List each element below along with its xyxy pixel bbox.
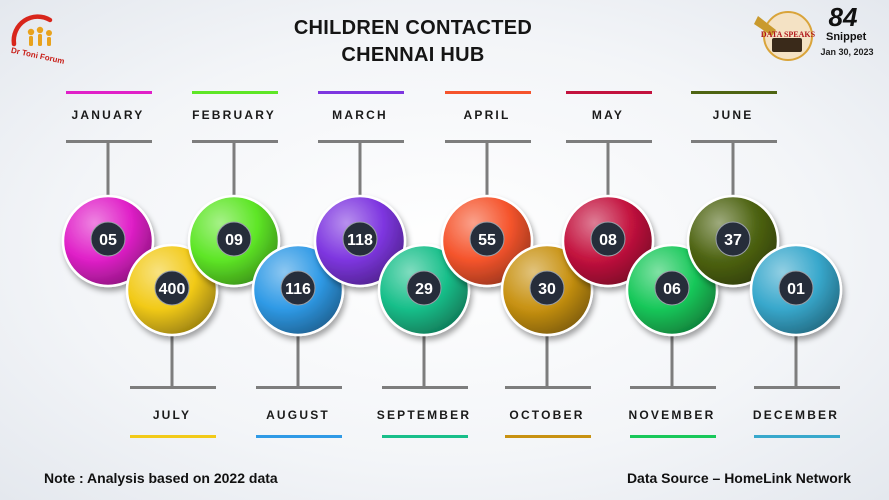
connector-stem-april [485,140,489,200]
connector-stem-march [358,140,362,200]
month-label-april: APRIL [464,108,511,122]
footer-source: Data Source – HomeLink Network [626,470,851,486]
month-label-september: SEPTEMBER [377,408,471,422]
bubble-may: 08 [561,194,655,288]
value-badge-january [90,221,126,257]
colorbar-may [566,91,652,94]
value-label-may: 08 [599,232,617,249]
bubble-march: 118 [313,194,407,288]
value-badge-march [342,221,378,257]
value-label-september: 29 [415,281,433,298]
connector-bar-july [130,386,216,389]
value-badge-december [778,270,814,306]
value-label-february: 09 [225,232,243,249]
connector-stem-may [606,140,610,200]
bubble-october: 30 [500,243,594,337]
month-label-july: JULY [153,408,191,422]
bubble-june: 37 [686,194,780,288]
connector-bar-september [382,386,468,389]
connector-stem-december [794,330,798,388]
value-label-january: 05 [99,232,117,249]
month-label-january: JANUARY [72,108,145,122]
colorbar-june [691,91,777,94]
value-label-november: 06 [663,281,681,298]
value-label-august: 116 [285,281,311,298]
logo-right-text: DATA SPEAKS [761,30,816,39]
month-label-june: JUNE [713,108,754,122]
value-badge-october [529,270,565,306]
colorbar-november [630,435,716,438]
colorbar-april [445,91,531,94]
connector-bar-august [256,386,342,389]
data-speaks-logo: DATA SPEAKS [754,11,816,61]
colorbar-january [66,91,152,94]
value-label-july: 400 [159,281,186,298]
connector-stem-august [296,330,300,388]
connector-bar-december [754,386,840,389]
connector-stem-january [106,140,110,200]
value-badge-april [469,221,505,257]
connector-stem-february [232,140,236,200]
connector-stem-november [670,330,674,388]
value-badge-september [406,270,442,306]
colorbar-july [130,435,216,438]
connector-bar-october [505,386,591,389]
snippet-date: Jan 30, 2023 [820,47,874,57]
bubble-february: 09 [187,194,281,288]
connector-stem-june [731,140,735,200]
snippet-number: 84 [828,2,858,32]
bubble-november: 06 [625,243,719,337]
colorbar-december [754,435,840,438]
snippet-label: Snippet [826,31,867,43]
month-label-august: AUGUST [266,408,330,422]
chart-title-line1: CHILDREN CONTACTED [293,17,533,39]
month-label-march: MARCH [332,108,388,122]
month-label-may: MAY [592,108,624,122]
bubble-january: 05 [61,194,155,288]
value-label-june: 37 [724,232,742,249]
month-label-october: OCTOBER [509,408,584,422]
colorbar-october [505,435,591,438]
month-label-february: FEBRUARY [192,108,276,122]
value-badge-july [154,270,190,306]
connector-stem-september [422,330,426,388]
bubble-september: 29 [377,243,471,337]
colorbar-february [192,91,278,94]
value-badge-november [654,270,690,306]
value-label-march: 118 [347,232,373,249]
value-label-april: 55 [478,232,496,249]
value-badge-june [715,221,751,257]
bubble-july: 400 [125,243,219,337]
bubble-december: 01 [749,243,843,337]
month-label-december: DECEMBER [753,408,839,422]
value-badge-may [590,221,626,257]
month-label-november: NOVEMBER [629,408,716,422]
footer-note: Note : Analysis based on 2022 data [44,470,278,486]
bubble-august: 116 [251,243,345,337]
value-label-october: 30 [538,281,556,298]
colorbar-august [256,435,342,438]
forum-logo: Dr Toni Forum [10,14,65,64]
chart-title-line2: CHENNAI HUB [341,44,485,66]
value-badge-february [216,221,252,257]
value-label-december: 01 [787,281,805,298]
colorbar-march [318,91,404,94]
value-badge-august [280,270,316,306]
connector-stem-october [545,330,549,388]
connector-stem-july [170,330,174,388]
connector-bar-november [630,386,716,389]
colorbar-september [382,435,468,438]
